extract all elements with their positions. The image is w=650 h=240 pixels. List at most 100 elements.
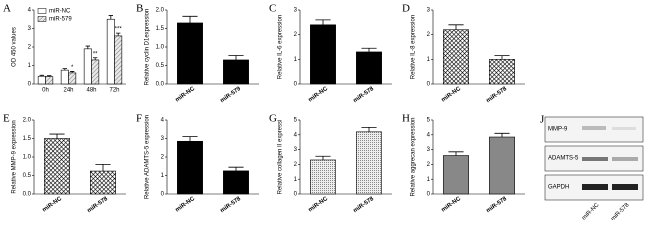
y-tick-label: 1.0 (156, 45, 165, 51)
y-tick-label: 1.5 (23, 136, 32, 142)
bar (489, 59, 515, 85)
error-bar (182, 15, 198, 23)
bar (177, 22, 203, 85)
legend-label: miR-NC (49, 9, 71, 15)
y-tick-label: 2.0 (23, 118, 32, 124)
y-tick-label: 0.0 (156, 82, 165, 88)
y-tick-label: 4 (427, 132, 431, 138)
bar (310, 24, 336, 85)
error-bar (39, 74, 45, 77)
x-tick-label: 0h (42, 88, 49, 94)
error-bar (69, 71, 75, 73)
y-axis-title: OD 450 values (12, 27, 18, 67)
legend-swatch (37, 8, 47, 14)
blot-row-label: GAPDH (548, 185, 569, 191)
y-tick-label: 2 (294, 162, 298, 168)
y-tick-label: 0 (161, 192, 165, 198)
band (612, 127, 636, 130)
x-tick-label: miR-NC (175, 196, 197, 214)
y-tick-label: 0 (427, 192, 431, 198)
y-axis-title: Relative IL-6 expression (278, 15, 284, 79)
x-tick-label: 72h (109, 88, 119, 94)
panel: H Relative aggrecan expression 0 1 2 3 4 5 miR-N… (402, 113, 525, 215)
bar (310, 159, 336, 195)
error-bar (108, 15, 114, 20)
y-tick-label: 3 (427, 147, 431, 153)
error-bar (95, 164, 111, 172)
significance: * (71, 65, 74, 71)
legend-swatch (37, 16, 47, 22)
error-bar (62, 68, 68, 71)
y-tick-label: 4 (28, 8, 32, 14)
panel-letter: E (3, 113, 10, 125)
bar (106, 18, 115, 85)
panel-letter: C (269, 3, 276, 15)
band (582, 157, 608, 161)
figure: J MMP-9 ADAMTS-5 GAPDH miR-NC miR-578 AO… (3, 3, 644, 220)
error-bar (315, 155, 331, 160)
y-tick-label: 0 (294, 192, 298, 198)
y-tick-label: 3 (427, 8, 431, 14)
y-tick-label: 5 (427, 118, 431, 124)
y-tick-label: 3 (161, 136, 165, 142)
significance: ** (93, 51, 98, 57)
y-tick-label: 0 (28, 82, 32, 88)
bar (90, 170, 116, 195)
y-tick-label: 0 (427, 82, 431, 88)
y-axis-title: Relative ADAMTS-5 expression (145, 115, 151, 199)
x-tick-label: miR-NC (42, 196, 64, 214)
legend-label: miR-579 (49, 17, 72, 23)
y-tick-label: 3 (294, 147, 298, 153)
error-bar (494, 132, 510, 138)
y-tick-label: 3 (294, 8, 298, 14)
panel-letter: J (540, 114, 545, 126)
error-bar (494, 55, 510, 60)
panel-letter: B (136, 3, 143, 15)
error-bar (49, 133, 65, 139)
y-tick-label: 3 (28, 26, 32, 32)
blot-lane-label: miR-NC (581, 202, 601, 220)
x-tick-label: miR-NC (441, 86, 463, 104)
blot-row-label: MMP-9 (548, 127, 568, 133)
band (582, 184, 608, 190)
y-axis-title: Relative IL-8 expression (411, 15, 417, 79)
y-tick-label: 1 (161, 173, 165, 179)
y-tick-label: 1.5 (156, 26, 165, 32)
bar (45, 76, 54, 85)
y-tick-label: 0 (294, 82, 298, 88)
y-tick-label: 2 (161, 155, 165, 161)
error-bar (448, 24, 464, 30)
x-tick-label: 24h (63, 88, 73, 94)
blot-row-label: ADAMTS-5 (548, 156, 579, 162)
y-tick-label: 1 (427, 57, 431, 63)
error-bar (92, 57, 98, 60)
y-tick-label: 1 (28, 63, 32, 69)
x-tick-label: miR-579 (219, 86, 242, 105)
y-axis-title: Relative cyclin D1expression (145, 9, 151, 86)
y-tick-label: 1 (427, 177, 431, 183)
y-axis-title: Relative aggrecan expression (411, 117, 417, 196)
bar (356, 51, 382, 85)
y-tick-label: 5 (294, 118, 298, 124)
error-bar (228, 166, 244, 171)
bar (177, 140, 203, 195)
x-tick-label: miR-NC (441, 196, 463, 214)
band (582, 126, 606, 130)
y-tick-label: 2 (28, 45, 32, 51)
error-bar (361, 127, 377, 132)
y-tick-label: 2 (427, 32, 431, 38)
error-bar (228, 55, 244, 60)
y-tick-label: 2 (294, 32, 298, 38)
y-axis-title: Relative MMP-9 expression (12, 120, 18, 193)
x-tick-label: miR-578 (485, 196, 508, 215)
y-tick-label: 0.5 (156, 63, 165, 69)
x-tick-label: miR-NC (308, 86, 330, 104)
bar (223, 170, 249, 195)
x-tick-label: miR-578 (485, 86, 508, 105)
error-bar (315, 19, 331, 25)
panel: A OD 450 values 0 1 2 3 4 0h 24h * 48h ** 72h *** miR-… (3, 3, 126, 94)
y-tick-label: 0.0 (23, 192, 32, 198)
